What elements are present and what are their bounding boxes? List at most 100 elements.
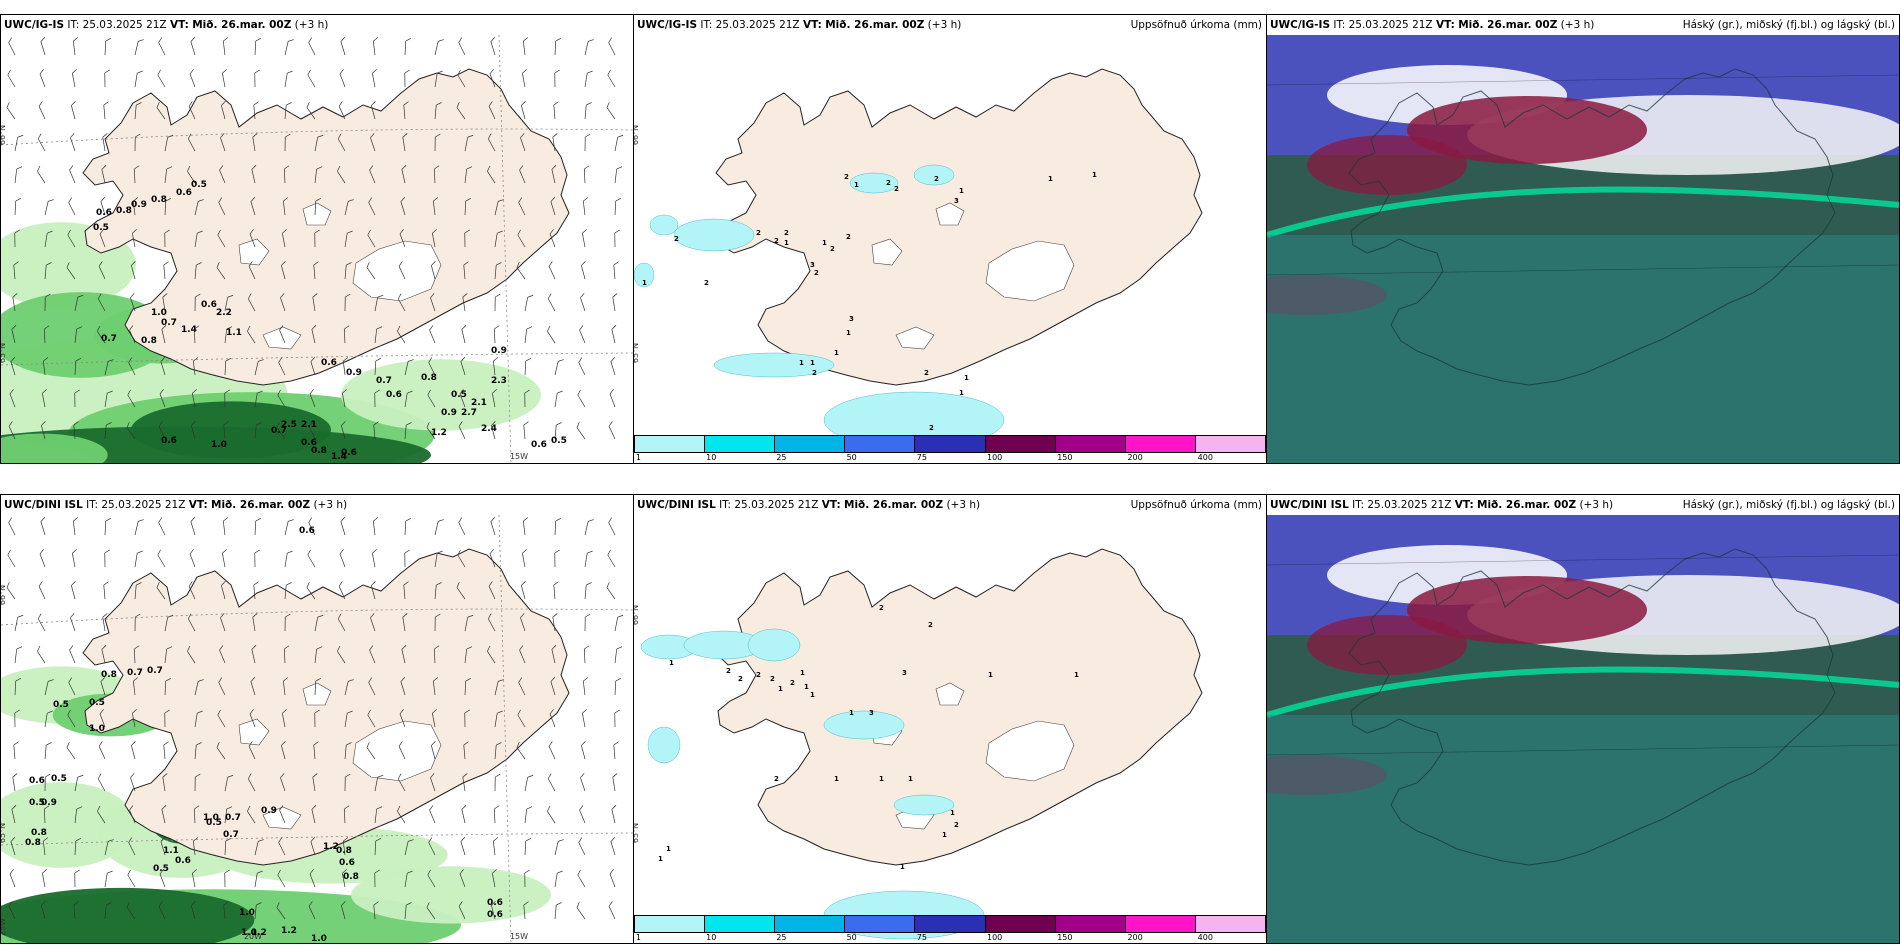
iceland-landmass — [715, 548, 1203, 866]
wind-barb — [133, 165, 140, 184]
wind-barb — [459, 869, 466, 888]
wind-barb — [10, 837, 16, 856]
wind-barb — [488, 101, 496, 120]
legend-tick: 1 — [635, 453, 641, 462]
wind-barb — [517, 229, 526, 248]
wind-barb — [10, 357, 16, 376]
wind-barb — [461, 325, 467, 344]
wind-barb — [159, 869, 166, 888]
wind-barb — [133, 645, 140, 664]
precip-value: 0.6 — [176, 188, 192, 198]
wind-barb — [98, 741, 106, 760]
precip-value: 0.5 — [551, 436, 567, 446]
wind-barb — [254, 902, 262, 920]
iceland-landmass — [82, 548, 570, 866]
precip-value: 0.5 — [153, 864, 169, 874]
precip-area — [849, 172, 899, 194]
wind-barb — [44, 710, 53, 728]
wind-barb — [524, 326, 533, 344]
wind-barb — [584, 613, 591, 632]
precip-value: 2 — [756, 229, 761, 237]
glacier — [302, 682, 332, 706]
wind-barb — [161, 325, 167, 344]
precip-value: 2 — [844, 173, 849, 181]
wind-barb — [310, 357, 316, 376]
wind-barb — [344, 710, 353, 728]
precip-value: 0.6 — [386, 390, 402, 400]
precip-value: 0.8 — [31, 828, 47, 838]
wind-barb — [583, 165, 590, 184]
wind-barb — [104, 390, 113, 408]
wind-barb — [187, 613, 196, 632]
wind-barb — [97, 325, 106, 344]
wind-barb — [247, 773, 256, 792]
wind-barb — [254, 870, 263, 888]
wind-barb — [309, 389, 316, 408]
precip-value: 0.6 — [339, 858, 355, 868]
wind-barb — [71, 581, 76, 600]
legend-tick: 25 — [776, 933, 787, 942]
precip-value: 3 — [954, 197, 959, 205]
wind-barb — [222, 517, 229, 536]
wind-barb — [131, 261, 136, 280]
wind-barb — [217, 229, 226, 248]
wind-barb — [99, 229, 106, 248]
lead-time: (+3 h) — [294, 19, 329, 31]
vt-label: VT: — [821, 499, 841, 511]
cloud-edge — [1267, 186, 1899, 238]
high-cloud — [1407, 576, 1647, 644]
graticule — [1, 608, 633, 626]
legend-swatch — [845, 916, 916, 932]
wind-barb — [460, 357, 466, 376]
wind-barb — [14, 677, 22, 696]
precip-value: 0.5 — [191, 180, 207, 190]
wind-barb — [343, 805, 350, 824]
wind-barb — [254, 839, 264, 856]
valid-time: Mið. 26.mar. 00Z — [211, 499, 311, 511]
wind-barb — [217, 709, 226, 728]
wind-barb — [187, 133, 196, 152]
wind-barb — [12, 773, 18, 792]
wind-barb — [9, 869, 16, 888]
wind-barb — [104, 870, 113, 888]
wind-barb — [493, 805, 500, 824]
precip-area — [649, 214, 679, 236]
wind-barb — [103, 581, 109, 600]
wind-barb — [284, 133, 291, 152]
wind-barb — [194, 230, 203, 248]
wind-barb — [164, 677, 172, 696]
wind-barb — [584, 550, 593, 568]
wind-barb — [74, 837, 82, 856]
wind-barb — [491, 421, 496, 440]
wind-barb — [134, 613, 141, 632]
coord-label: 66°N — [634, 605, 640, 625]
precip-value: 1 — [810, 691, 815, 699]
precip-value: 3 — [849, 315, 854, 323]
precip-value: 2 — [704, 279, 709, 287]
vt-label: VT: — [1435, 19, 1455, 31]
precip-value: 1.1 — [163, 846, 179, 856]
wind-barb — [284, 550, 293, 568]
map-panel-1: UWC/IG-IS IT: 25.03.2025 21Z VT: Mið. 26… — [0, 14, 634, 464]
graticule — [1, 352, 633, 366]
wind-barb — [491, 901, 496, 920]
wind-barb — [581, 741, 586, 760]
wind-barb — [344, 679, 354, 696]
lead-time: (+3 h) — [927, 19, 962, 31]
wind-barb — [614, 614, 624, 632]
wind-barb — [518, 197, 526, 216]
wind-barb — [464, 677, 472, 696]
wind-barb — [554, 37, 562, 56]
wind-barb — [399, 229, 406, 248]
wind-barb — [104, 549, 110, 568]
wind-barb — [164, 709, 170, 728]
wind-barb — [101, 645, 107, 664]
precip-value: 1 — [642, 279, 647, 287]
legend-tick: 25 — [776, 453, 787, 462]
wind-barb — [100, 677, 106, 696]
wind-barb — [127, 389, 136, 408]
wind-barb — [524, 294, 534, 312]
wind-barb — [250, 677, 256, 696]
precip-value: 2 — [894, 185, 899, 193]
wind-barb — [164, 166, 173, 184]
